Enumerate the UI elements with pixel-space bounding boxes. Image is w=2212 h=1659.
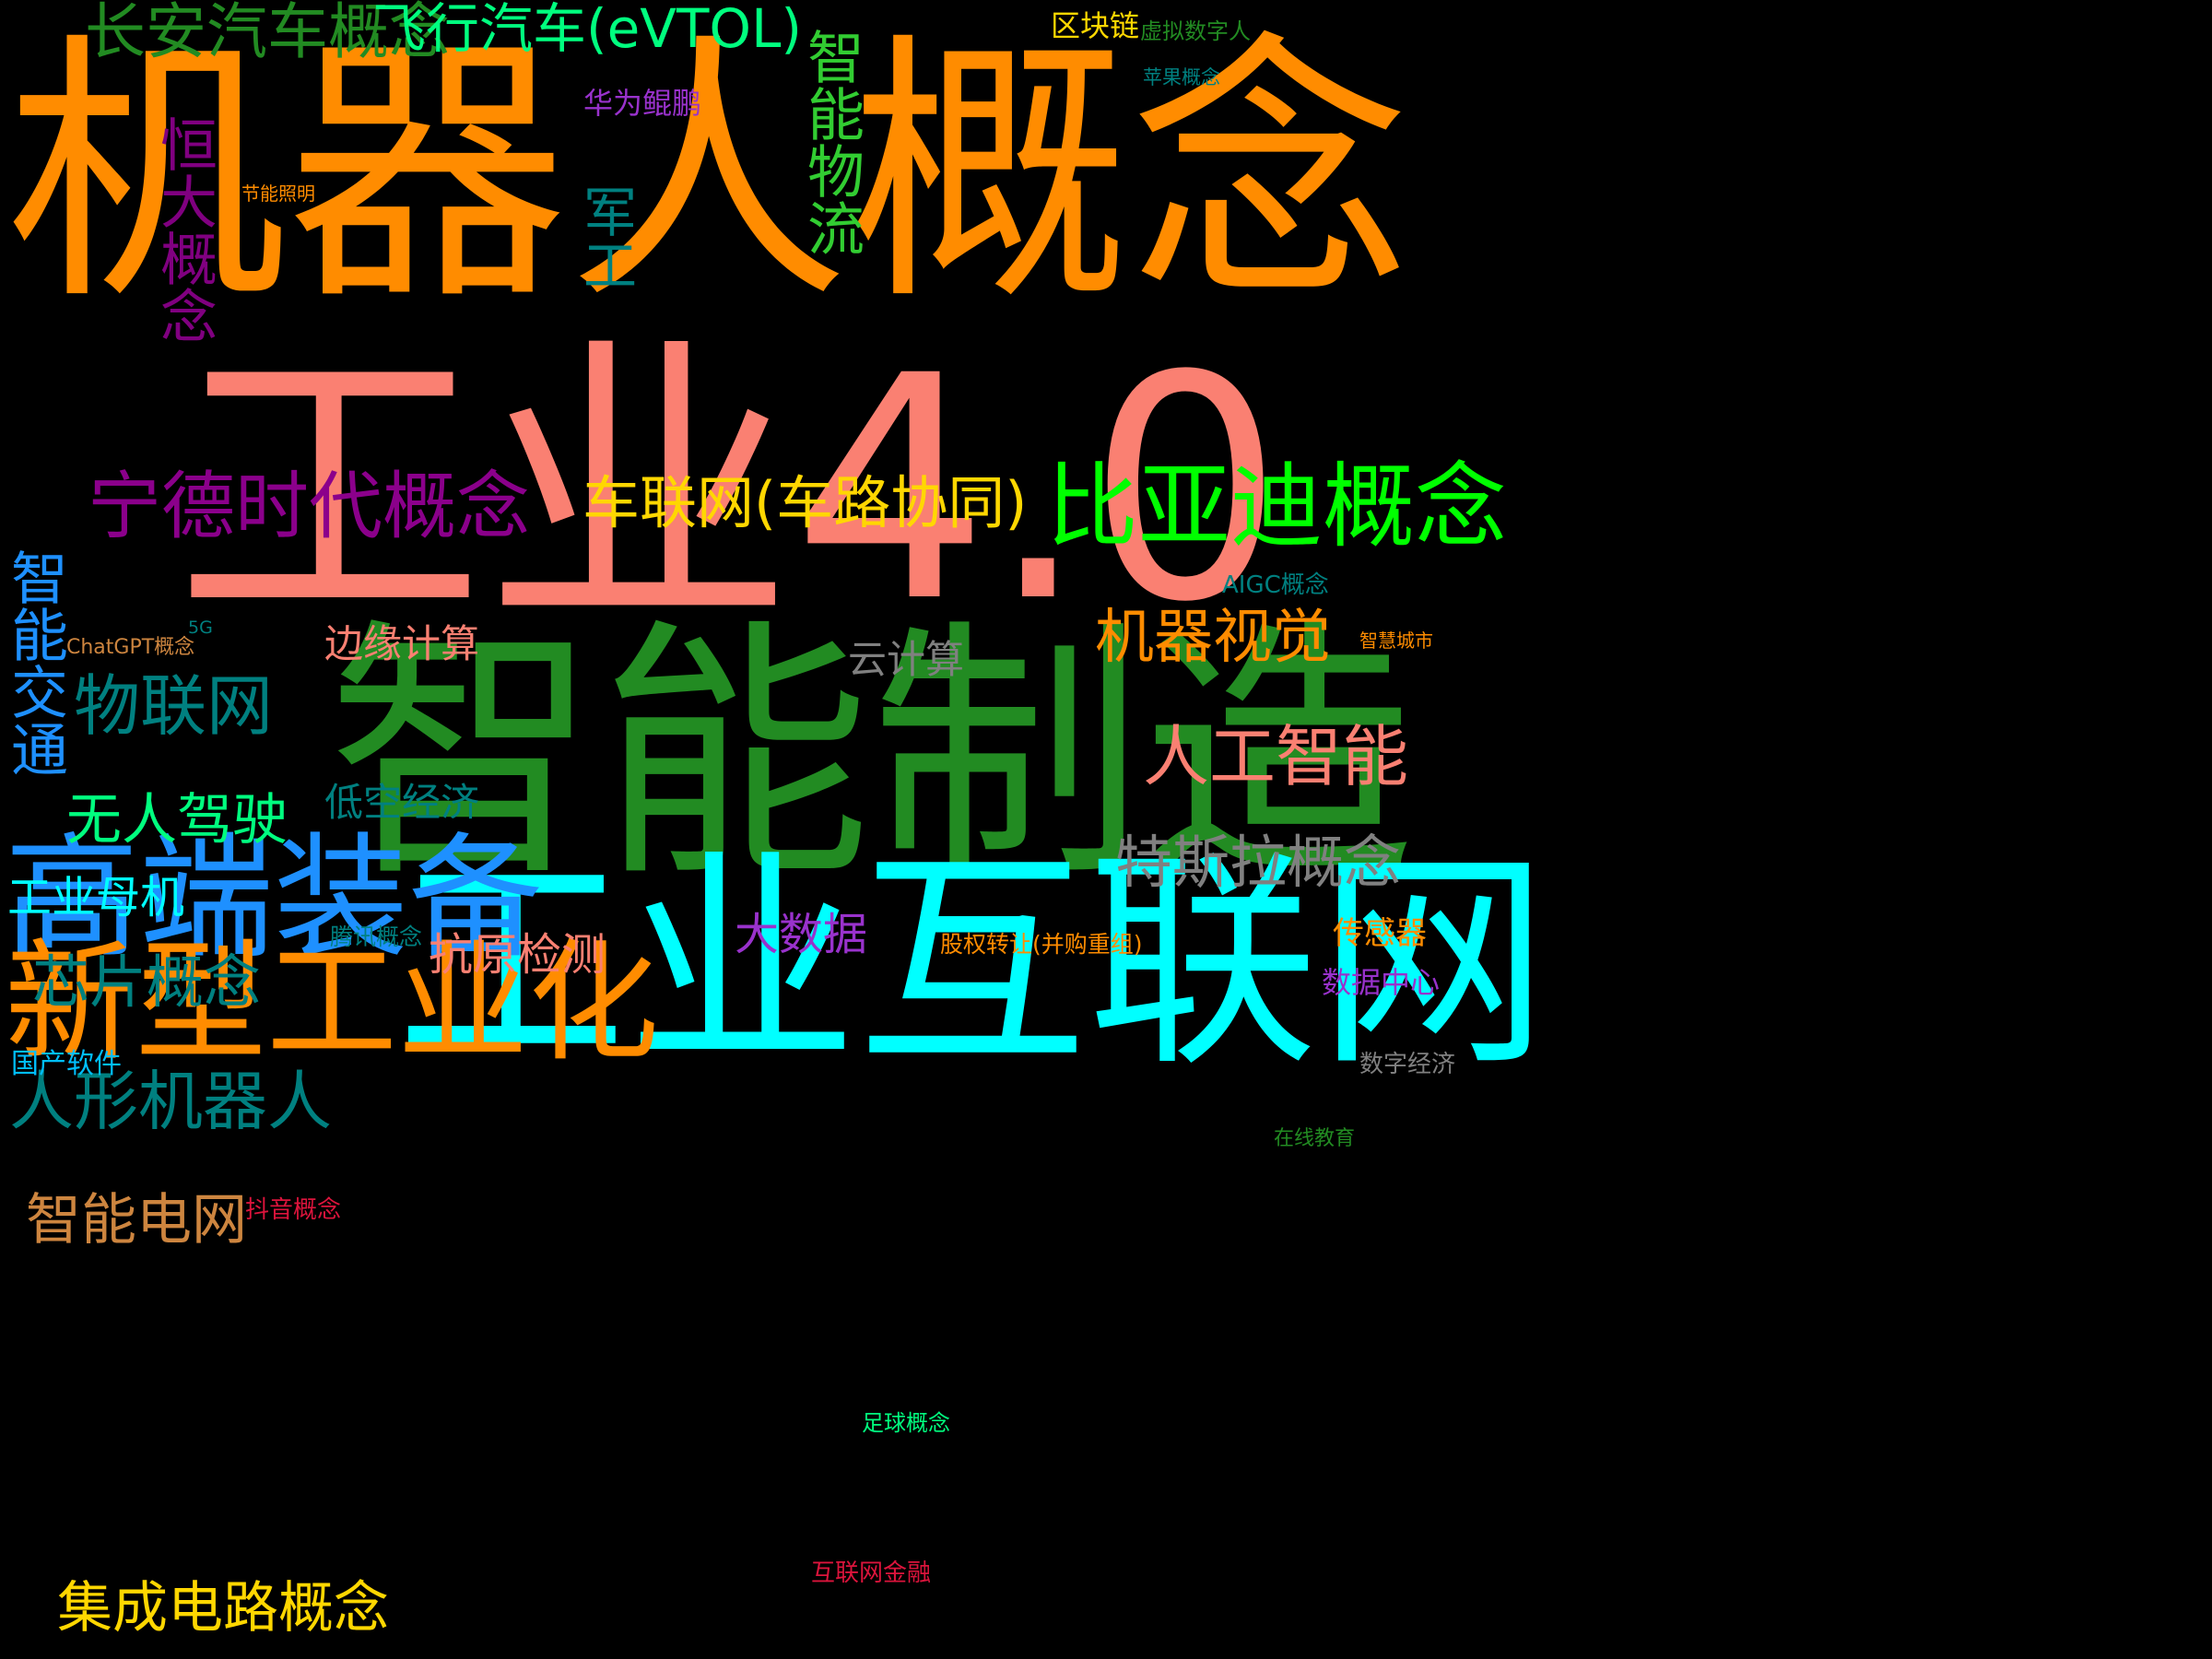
word-smart-transport: 智能交通 bbox=[1, 548, 68, 777]
word-ic-concept: 集成电路概念 bbox=[57, 1576, 389, 1641]
word-humanoid-robot: 人形机器人 bbox=[9, 1064, 332, 1139]
word-smart-grid: 智能电网 bbox=[26, 1188, 247, 1253]
word-smart-city: 智慧城市 bbox=[1359, 629, 1433, 652]
word-v2x: 车联网(车路协同) bbox=[582, 469, 1028, 536]
word-iot: 物联网 bbox=[74, 667, 274, 745]
word-data-center: 数据中心 bbox=[1322, 965, 1441, 1000]
word-tesla-concept: 特斯拉概念 bbox=[1115, 829, 1402, 896]
word-aigc-concept: AIGC概念 bbox=[1222, 571, 1329, 599]
word-douyin-concept: 抖音概念 bbox=[245, 1196, 342, 1224]
word-tencent-concept: 腾讯概念 bbox=[330, 924, 423, 950]
word-antigen-testing: 抗原检测 bbox=[429, 929, 606, 981]
word-changan-concept: 长安汽车概念 bbox=[85, 0, 450, 67]
word-online-education: 在线教育 bbox=[1274, 1127, 1356, 1150]
word-energy-saving-lighting: 节能照明 bbox=[241, 182, 315, 205]
word-edge-computing: 边缘计算 bbox=[324, 621, 480, 666]
word-cloud-computing: 云计算 bbox=[848, 637, 965, 682]
word-chatgpt-concept: ChatGPT概念 bbox=[66, 636, 195, 659]
word-autonomous-driving: 无人驾驶 bbox=[66, 788, 288, 853]
word-new-industrialization: 新型工业化 bbox=[5, 927, 659, 1079]
word-football-concept: 足球概念 bbox=[862, 1410, 950, 1436]
word-low-altitude-economy: 低空经济 bbox=[324, 780, 480, 825]
word-catl-concept: 宁德时代概念 bbox=[88, 464, 530, 549]
word-apple-concept: 苹果概念 bbox=[1143, 66, 1220, 88]
word-blockchain: 区块链 bbox=[1051, 8, 1140, 43]
word-flying-car: 飞行汽车(eVTOL) bbox=[372, 0, 803, 60]
word-sensor: 传感器 bbox=[1333, 915, 1427, 952]
word-robot-concept: 机器人概念 bbox=[6, 10, 1411, 337]
word-industrial-internet: 工业互联网 bbox=[396, 829, 1548, 1097]
word-5g: 5G bbox=[188, 618, 213, 638]
word-big-data: 大数据 bbox=[735, 909, 868, 960]
word-domestic-software: 国产软件 bbox=[11, 1048, 122, 1080]
word-smart-logistics: 智能物流 bbox=[797, 28, 865, 256]
word-intelligent-manufacturing: 智能制造 bbox=[327, 596, 1415, 913]
word-byd-concept: 比亚迪概念 bbox=[1046, 453, 1507, 560]
word-virtual-human: 虚拟数字人 bbox=[1140, 18, 1251, 44]
word-digital-economy: 数字经济 bbox=[1359, 1051, 1456, 1078]
word-military: 军工 bbox=[574, 184, 637, 291]
word-ai: 人工智能 bbox=[1143, 718, 1409, 795]
word-equity-transfer: 股权转让(并购重组) bbox=[940, 931, 1143, 958]
word-internet-finance: 互联网金融 bbox=[811, 1559, 932, 1587]
word-machine-tools: 工业母机 bbox=[7, 872, 185, 924]
word-high-end-equipment: 高端装备 bbox=[5, 820, 543, 977]
word-huawei-kunpeng: 华为鲲鹏 bbox=[583, 86, 702, 121]
word-industry-4-0: 工业4.0 bbox=[175, 311, 1284, 670]
word-evergrande-concept: 恒大概念 bbox=[150, 115, 218, 344]
word-chip-concept: 芯片概念 bbox=[32, 948, 262, 1016]
word-machine-vision: 机器视觉 bbox=[1095, 604, 1331, 672]
